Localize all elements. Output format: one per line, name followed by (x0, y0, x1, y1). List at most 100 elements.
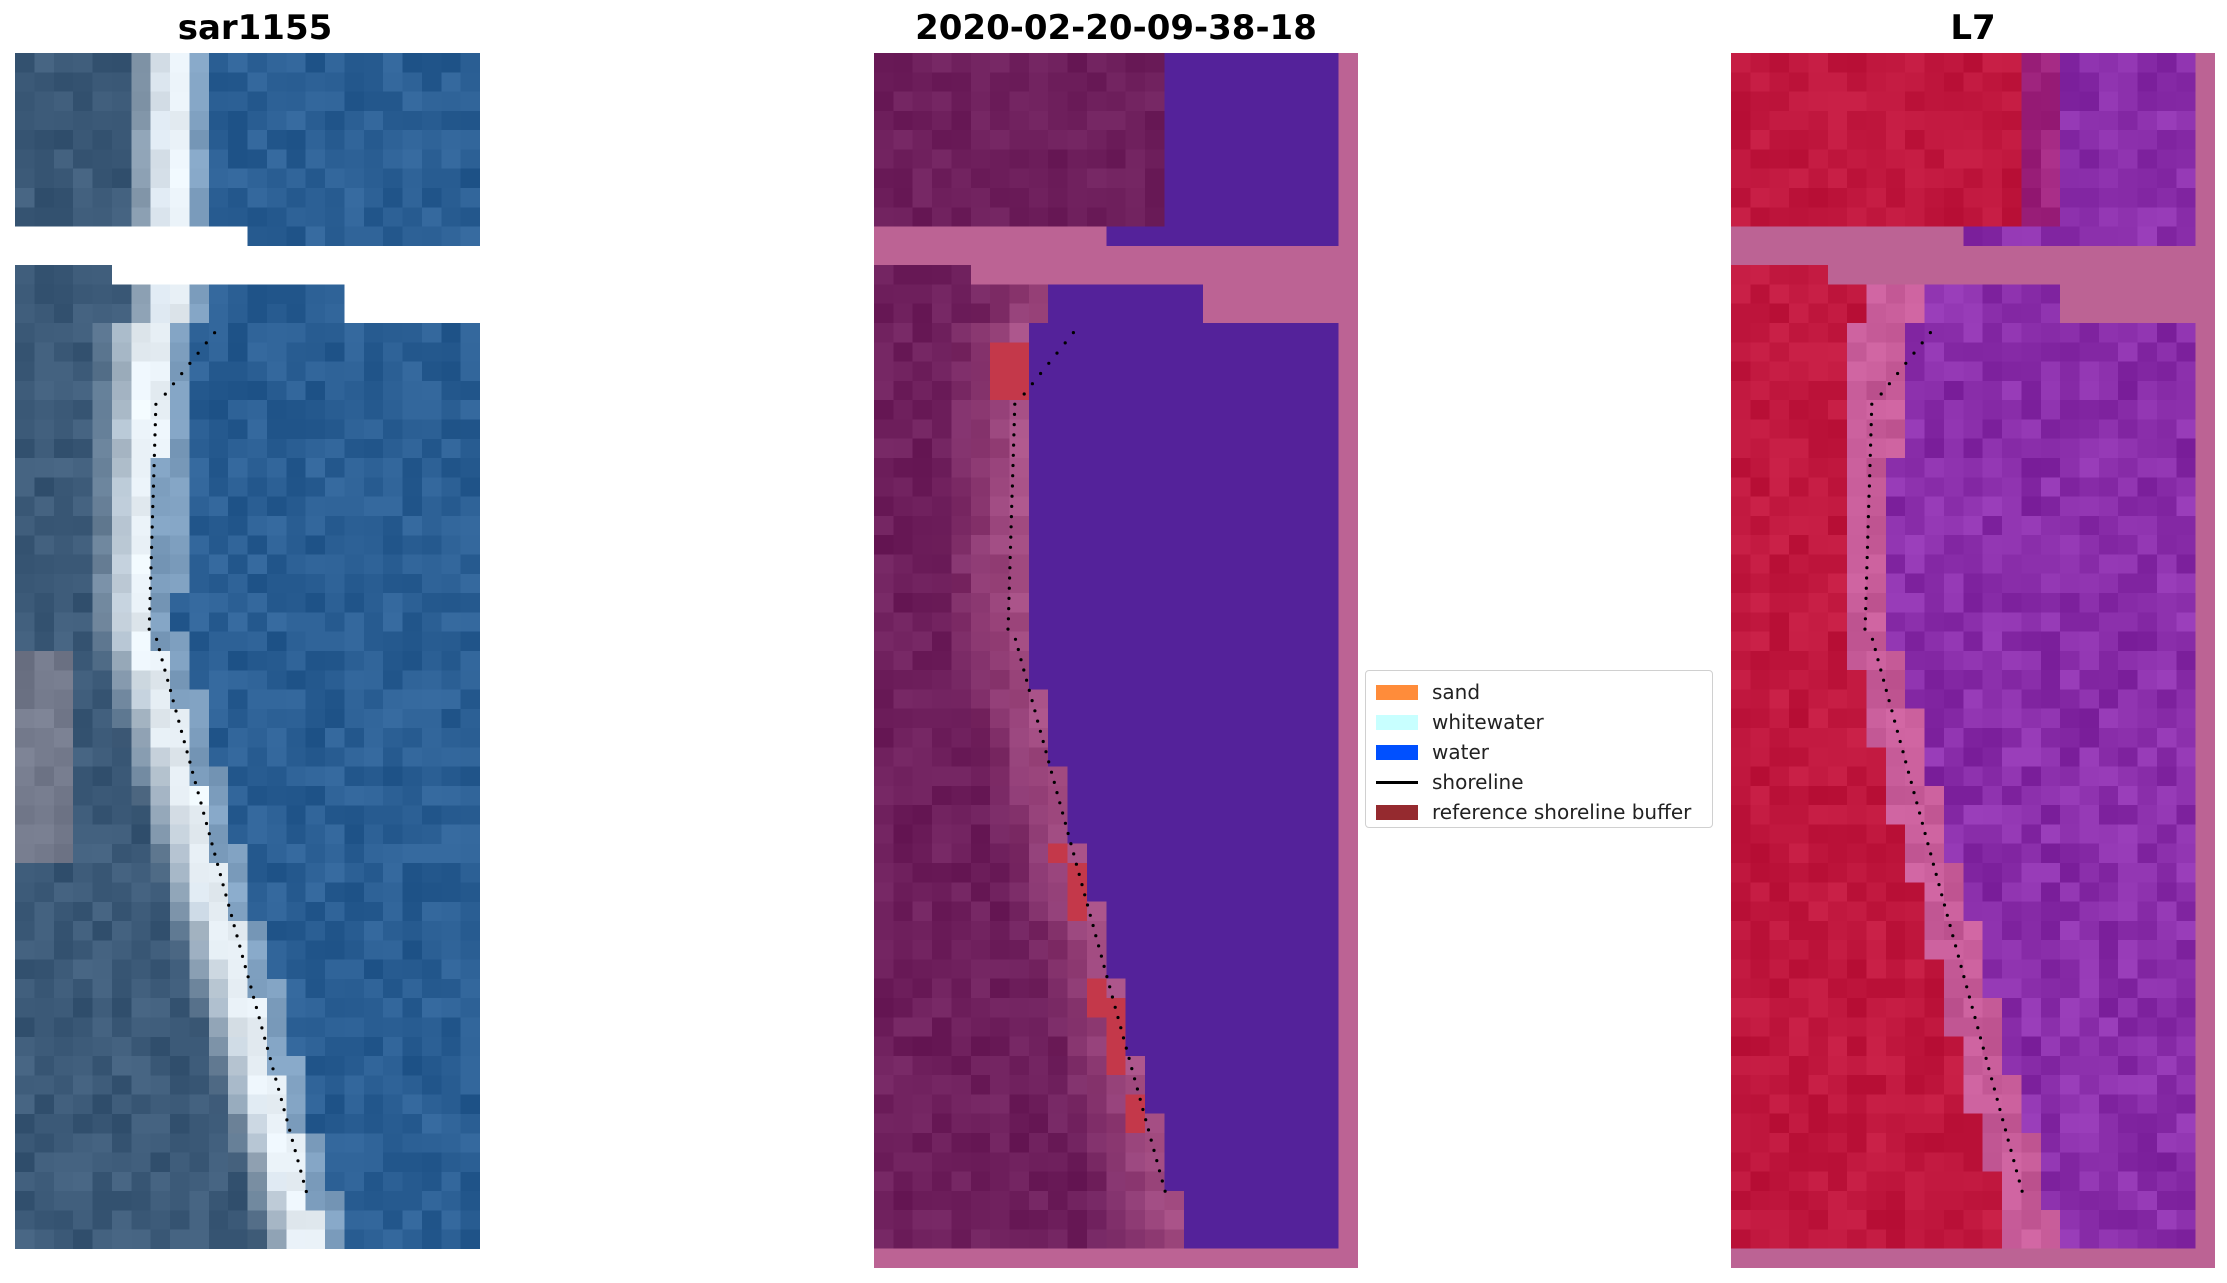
shoreline-point (163, 392, 167, 396)
shoreline-point (1918, 811, 1922, 815)
shoreline-point (1009, 535, 1013, 539)
shoreline-point (1893, 719, 1897, 723)
shoreline-point (1012, 412, 1017, 416)
shoreline-point (1868, 453, 1872, 457)
shoreline-point (1865, 555, 1869, 560)
shoreline-point (1133, 1077, 1137, 1081)
shoreline-point (1097, 944, 1101, 948)
shoreline-point (1055, 791, 1059, 795)
shoreline-point (1901, 750, 1905, 754)
shoreline-point (155, 637, 159, 642)
shoreline-point (1119, 1026, 1123, 1030)
panel-title-index: L7 (1950, 8, 1996, 48)
shoreline-point (252, 995, 256, 999)
shoreline-point (227, 903, 231, 907)
shoreline-point (1124, 1046, 1128, 1050)
shoreline-point (1033, 709, 1037, 713)
shoreline-point (1990, 1077, 1994, 1081)
panel-title-rgb: sar1155 (177, 8, 333, 48)
shoreline-point (1920, 341, 1924, 345)
panel-title-classified: 2020-02-20-09-38-18 (915, 8, 1317, 48)
shoreline-point (160, 658, 164, 662)
shoreline-point (2006, 1138, 2010, 1142)
shoreline-point (1146, 1128, 1151, 1132)
legend-label: reference shoreline buffer (1432, 800, 1692, 824)
shoreline-point (1867, 494, 1871, 498)
shoreline-point (152, 474, 156, 478)
shoreline-point (191, 770, 195, 774)
shoreline-point (1102, 964, 1106, 969)
legend-item-sand: sand (1376, 677, 1702, 707)
shoreline-point (1973, 1015, 1977, 1020)
shoreline-point (1049, 770, 1054, 774)
shoreline-point (282, 1108, 286, 1112)
shoreline-point (1030, 382, 1034, 386)
shoreline-point (2009, 1148, 2013, 1152)
shoreline-point (1152, 1148, 1156, 1152)
shoreline-point (221, 883, 225, 887)
shoreline-point (2017, 1179, 2021, 1183)
shoreline-point (1869, 433, 1873, 437)
shoreline-point (196, 791, 200, 795)
shoreline-point (265, 1046, 270, 1050)
shoreline-point (188, 760, 192, 764)
legend: sand whitewater water shoreline referenc… (1365, 670, 1713, 828)
shoreline-point (148, 596, 152, 601)
shoreline-point (1876, 658, 1880, 662)
shoreline-point (1923, 831, 1927, 836)
shoreline-point (1904, 361, 1908, 365)
shoreline-point (1890, 709, 1894, 713)
shoreline-point (1887, 382, 1891, 386)
shoreline-point (177, 719, 181, 723)
shoreline-point (1083, 893, 1087, 897)
shoreline-point (1870, 402, 1874, 406)
shoreline-point (1978, 1036, 1983, 1040)
shoreline-point (1865, 576, 1869, 580)
shoreline-point (1865, 545, 1870, 549)
shoreline-point (299, 1169, 303, 1173)
shoreline-point (151, 484, 156, 488)
shoreline-point (1867, 484, 1871, 488)
shoreline-point (1052, 780, 1056, 785)
shoreline-point (1873, 647, 1877, 652)
shoreline-point (199, 801, 203, 805)
shoreline-point (1157, 1169, 1162, 1173)
shoreline-point (1130, 1067, 1134, 1071)
shoreline-point (1904, 760, 1908, 764)
legend-item-water: water (1376, 737, 1702, 767)
shoreline-point (232, 924, 236, 928)
shoreline-point (1866, 525, 1870, 529)
shoreline-point (1864, 596, 1868, 601)
shoreline-point (1063, 821, 1067, 825)
shoreline-point (288, 1128, 292, 1132)
shoreline-point (1144, 1118, 1148, 1122)
shoreline-point (193, 781, 197, 785)
shoreline-point (1077, 872, 1081, 877)
shoreline-point (1088, 913, 1092, 917)
shoreline-point (271, 1067, 275, 1071)
shoreline-point (274, 1077, 278, 1081)
shoreline-point (1869, 443, 1873, 447)
shoreline-point (1047, 361, 1051, 365)
shoreline-point (151, 504, 155, 509)
shoreline-point (1984, 1056, 1988, 1060)
shoreline-point (1940, 893, 1944, 897)
shoreline-point (1012, 433, 1016, 437)
shoreline-point (1912, 791, 1916, 795)
shoreline-point (149, 566, 153, 570)
shoreline-point (1149, 1138, 1153, 1142)
legend-item-reference-buffer: reference shoreline buffer (1376, 797, 1702, 827)
shoreline-point (1047, 760, 1051, 764)
legend-item-shoreline: shoreline (1376, 767, 1702, 797)
shoreline-point (1008, 566, 1012, 570)
shoreline-point (1006, 627, 1010, 631)
shoreline-point (1867, 504, 1871, 508)
shoreline-point (2020, 1189, 2024, 1193)
shoreline-point (152, 464, 156, 468)
reference-buffer-swatch (1376, 804, 1418, 820)
shoreline-point (1987, 1067, 1991, 1071)
shoreline-point (1116, 1015, 1120, 1020)
shoreline-point (1071, 331, 1075, 335)
shoreline-point (1135, 1087, 1139, 1091)
